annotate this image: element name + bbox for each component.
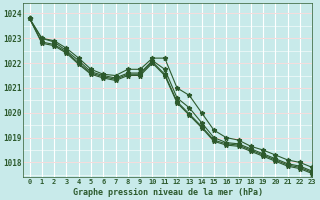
X-axis label: Graphe pression niveau de la mer (hPa): Graphe pression niveau de la mer (hPa) — [73, 188, 263, 197]
